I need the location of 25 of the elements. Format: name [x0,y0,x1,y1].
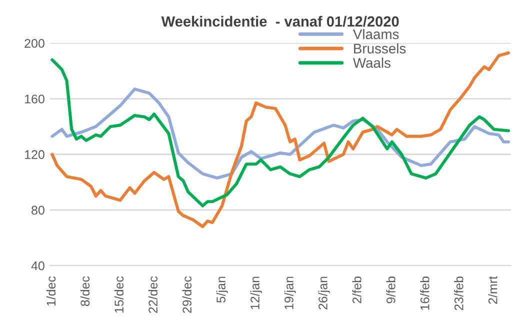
x-tick-label: 19/jan [284,276,296,310]
x-tick-label: 15/dec [114,276,124,313]
y-tick-label: 40 [31,261,44,270]
x-tick-label: 5/jan [216,276,228,303]
x-tick-label: 9/feb [386,276,396,304]
x-tick-label: 1/dec [46,276,56,306]
y-tick-label: 160 [25,94,44,104]
x-tick-label: 12/jan [250,276,262,310]
line-series [50,58,510,208]
x-tick-label: 23/feb [454,276,464,310]
x-tick-label: 2/mrt [488,276,498,304]
x-tick-label: 26/jan [318,276,330,310]
chart-title: Weekincidentie - vanaf 01/12/2020 [161,16,399,27]
y-tick-label: 120 [25,150,44,160]
x-tick-label: 8/dec [80,276,90,306]
x-tick-label: 16/feb [420,276,430,310]
y-tick-label: 80 [32,206,44,215]
x-tick-label: 2/feb [352,276,362,304]
x-tick-label: 22/dec [148,276,158,313]
x-tick-label: 29/dec [182,276,192,313]
legend-label: Vlaams [352,28,399,40]
y-tick-label: 200 [24,38,44,48]
legend-label: Waals [352,58,390,68]
line-series [50,88,510,180]
legend-label: Brussels [354,43,406,54]
